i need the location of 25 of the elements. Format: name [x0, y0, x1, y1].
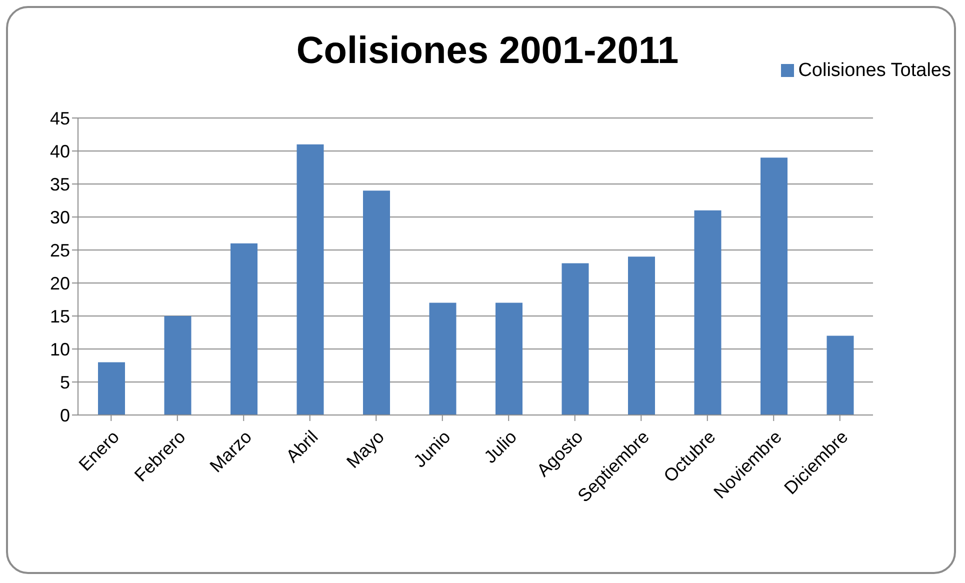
y-tick-label: 5	[60, 372, 70, 392]
bar	[230, 243, 258, 415]
bar	[496, 302, 522, 415]
x-tick-label: Julio	[480, 426, 520, 468]
y-tick-label: 15	[50, 306, 70, 326]
bar	[826, 336, 854, 415]
y-tick-label: 30	[50, 207, 70, 228]
bar	[363, 190, 390, 415]
y-tick-label: 20	[50, 273, 70, 294]
bar	[164, 316, 192, 415]
y-tick-label: 40	[50, 141, 70, 162]
bar	[296, 144, 324, 415]
y-tick-label: 35	[50, 174, 70, 194]
bar	[760, 158, 788, 415]
bar	[562, 263, 589, 415]
y-tick-label: 25	[50, 240, 70, 260]
y-tick-label: 45	[50, 108, 70, 128]
bar	[628, 256, 655, 415]
legend-label: Colisiones Totales	[798, 60, 951, 81]
chart-title: Colisiones 2001-2011	[296, 30, 679, 72]
y-tick-label: 0	[60, 405, 70, 426]
bar	[98, 362, 125, 415]
y-tick-label: 10	[50, 339, 70, 360]
bar	[694, 210, 722, 415]
bar	[429, 302, 456, 415]
